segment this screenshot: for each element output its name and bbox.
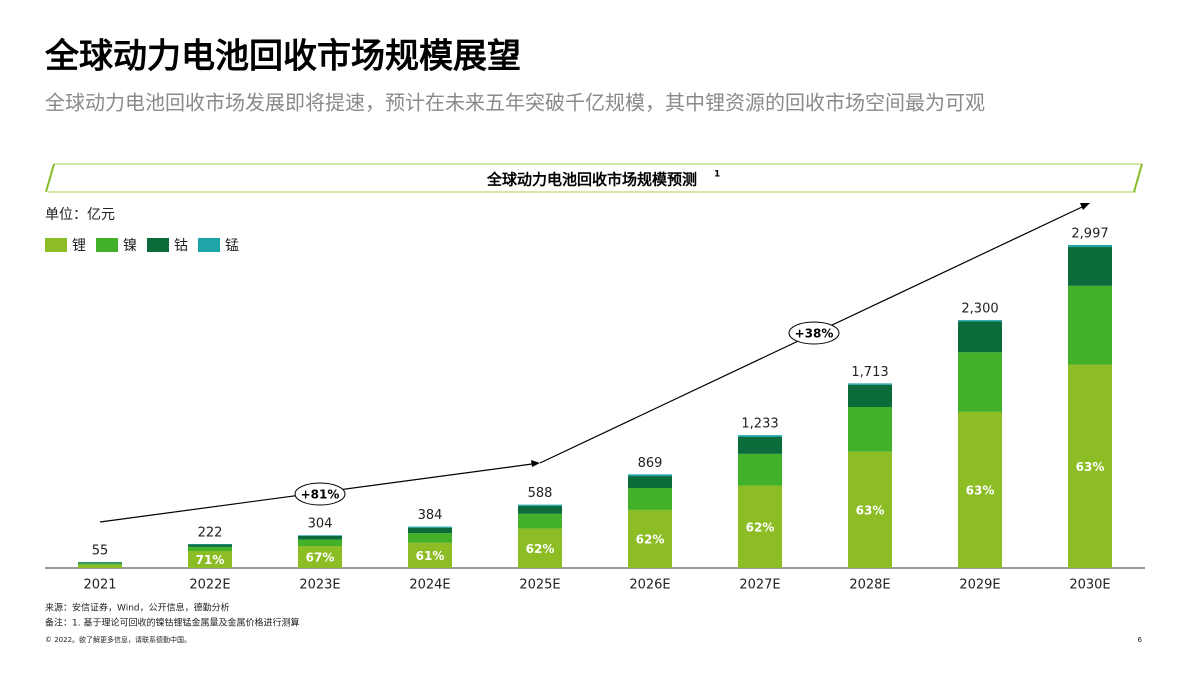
slide-title: 全球动力电池回收市场规模展望 bbox=[44, 37, 521, 77]
legend-label: 钴 bbox=[174, 238, 188, 254]
bar-segment bbox=[1068, 247, 1112, 286]
bar-segment bbox=[958, 321, 1002, 352]
arrow-head bbox=[531, 460, 540, 467]
band-slash bbox=[46, 164, 54, 192]
legend-swatch bbox=[198, 238, 220, 252]
x-tick-label: 2026E bbox=[629, 578, 670, 593]
title-note: 1 bbox=[714, 170, 720, 180]
slide-subtitle: 全球动力电池回收市场发展即将提速，预计在未来五年突破千亿规模，其中锂资源的回收市… bbox=[45, 91, 985, 115]
share-label: 63% bbox=[966, 483, 995, 497]
bar-segment bbox=[738, 454, 782, 486]
x-tick-label: 2024E bbox=[409, 578, 450, 593]
share-label: 71% bbox=[196, 553, 225, 567]
chart-title: 全球动力电池回收市场规模预测 bbox=[486, 171, 697, 189]
bar-segment bbox=[78, 563, 122, 565]
share-label: 67% bbox=[306, 551, 335, 565]
legend-label: 锂 bbox=[72, 238, 86, 254]
share-label: 62% bbox=[746, 520, 775, 534]
bar-segment bbox=[848, 385, 892, 407]
bar-segment bbox=[628, 474, 672, 476]
total-label: 1,713 bbox=[851, 365, 888, 380]
legend-swatch bbox=[147, 238, 169, 252]
x-tick-label: 2022E bbox=[189, 578, 230, 593]
bar-segment bbox=[848, 383, 892, 384]
total-label: 1,233 bbox=[741, 417, 778, 432]
x-tick-label: 2029E bbox=[959, 578, 1000, 593]
annotation: +81% bbox=[301, 488, 340, 502]
total-label: 384 bbox=[418, 508, 443, 523]
page-number: 6 bbox=[1138, 636, 1143, 644]
bar-segment bbox=[958, 352, 1002, 412]
bar-segment bbox=[78, 562, 122, 563]
share-label: 62% bbox=[526, 542, 555, 556]
legend-swatch bbox=[96, 238, 118, 252]
x-tick-label: 2027E bbox=[739, 578, 780, 593]
bar-segment bbox=[738, 437, 782, 454]
total-label: 869 bbox=[638, 456, 663, 471]
bar-segment bbox=[738, 435, 782, 437]
note: 备注：1. 基于理论可回收的镍钴锂锰金属量及金属价格进行测算 bbox=[45, 617, 299, 629]
total-label: 55 bbox=[92, 544, 109, 559]
annotation: +38% bbox=[795, 327, 834, 341]
total-label: 2,300 bbox=[961, 302, 998, 317]
legend-swatch bbox=[45, 238, 67, 252]
x-tick-label: 2021 bbox=[83, 578, 116, 593]
bar-segment bbox=[1068, 245, 1112, 247]
share-label: 62% bbox=[636, 532, 665, 546]
x-tick-label: 2025E bbox=[519, 578, 560, 593]
bar-segment bbox=[408, 527, 452, 528]
unit-label: 单位：亿元 bbox=[45, 207, 115, 223]
legend-label: 锰 bbox=[225, 238, 239, 254]
bar-segment bbox=[848, 407, 892, 452]
bar-segment bbox=[298, 540, 342, 546]
bar-segment bbox=[298, 536, 342, 540]
total-label: 304 bbox=[308, 517, 333, 532]
share-label: 63% bbox=[1076, 460, 1105, 474]
x-tick-label: 2023E bbox=[299, 578, 340, 593]
band-slash bbox=[1134, 164, 1142, 192]
bar-segment bbox=[518, 514, 562, 529]
legend-label: 镍 bbox=[123, 238, 137, 254]
share-label: 61% bbox=[416, 549, 445, 563]
bar-segment bbox=[518, 505, 562, 506]
share-label: 63% bbox=[856, 503, 885, 517]
bar-segment bbox=[298, 535, 342, 536]
x-tick-label: 2030E bbox=[1069, 578, 1110, 593]
bar-segment bbox=[78, 565, 122, 568]
bar-segment bbox=[188, 547, 232, 551]
total-label: 588 bbox=[528, 486, 553, 501]
bar-segment bbox=[628, 476, 672, 488]
arrow-head bbox=[1080, 203, 1090, 210]
bar-segment bbox=[958, 320, 1002, 321]
x-tick-label: 2028E bbox=[849, 578, 890, 593]
bar-segment bbox=[408, 533, 452, 543]
bar-segment bbox=[188, 545, 232, 547]
total-label: 222 bbox=[198, 526, 223, 541]
bar-segment bbox=[1068, 286, 1112, 365]
total-label: 2,997 bbox=[1071, 227, 1108, 242]
bar-segment bbox=[518, 506, 562, 514]
bar-segment bbox=[628, 488, 672, 510]
source: 来源：安信证券，Wind，公开信息，德勤分析 bbox=[45, 602, 230, 614]
copyright: © 2022。欲了解更多信息，请联系德勤中国。 bbox=[45, 635, 191, 644]
bar-segment bbox=[408, 528, 452, 533]
